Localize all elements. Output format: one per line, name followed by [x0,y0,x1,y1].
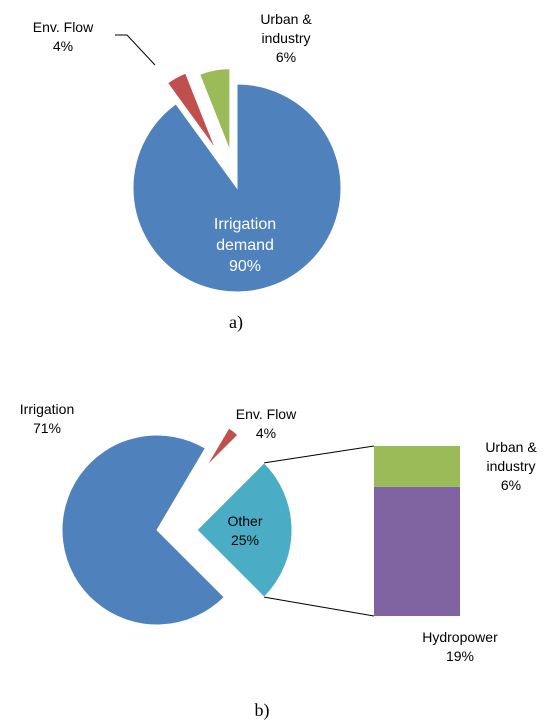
connector-line [264,596,375,617]
data-label: Irrigation 71% [2,400,92,438]
connector-line [264,445,375,464]
label-value: 4% [255,425,277,441]
pie-slice [205,427,239,468]
label-value: 25% [230,532,260,548]
label-category: Hydropower [422,629,498,645]
label-value: 90% [228,258,262,275]
label-value: 6% [500,477,522,493]
label-value: 19% [445,648,475,664]
data-label: Other 25% [205,512,285,550]
caption: b) [254,700,270,720]
label-value: 4% [52,38,74,54]
caption: a) [229,312,243,332]
bar-segment [374,446,460,487]
label-category: Urban & industry [260,11,312,46]
bar-segment [374,486,460,616]
label-value: 71% [32,420,62,436]
data-label: Env. Flow 4% [28,18,98,56]
leader-line [115,34,156,66]
label-value: 6% [275,49,297,65]
label-category: Env. Flow [235,406,297,422]
pie-slice [199,68,231,151]
label-category: Urban & industry [485,439,537,474]
data-label: Urban & industry 6% [248,10,324,67]
data-label: Irrigation demand 90% [195,214,295,277]
data-label: Hydropower 19% [415,628,505,666]
pie-slice [196,462,293,598]
pie-slice [132,83,342,293]
label-category: Env. Flow [32,19,94,35]
label-category: Other [227,513,263,529]
data-label: Urban & industry 6% [478,438,544,495]
pie-slice [61,434,225,626]
label-category: Irrigation demand [213,216,277,254]
pie-slice [166,72,217,150]
data-label: Env. Flow 4% [226,405,306,443]
label-category: Irrigation [19,401,75,417]
